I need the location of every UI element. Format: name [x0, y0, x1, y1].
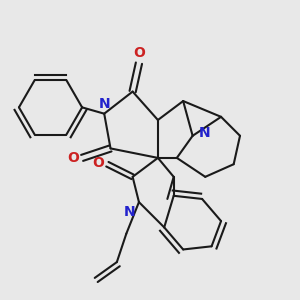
- Text: O: O: [92, 156, 104, 170]
- Text: O: O: [67, 151, 79, 165]
- Text: N: N: [124, 205, 136, 219]
- Text: O: O: [133, 46, 145, 60]
- Text: N: N: [98, 97, 110, 110]
- Text: N: N: [199, 126, 211, 140]
